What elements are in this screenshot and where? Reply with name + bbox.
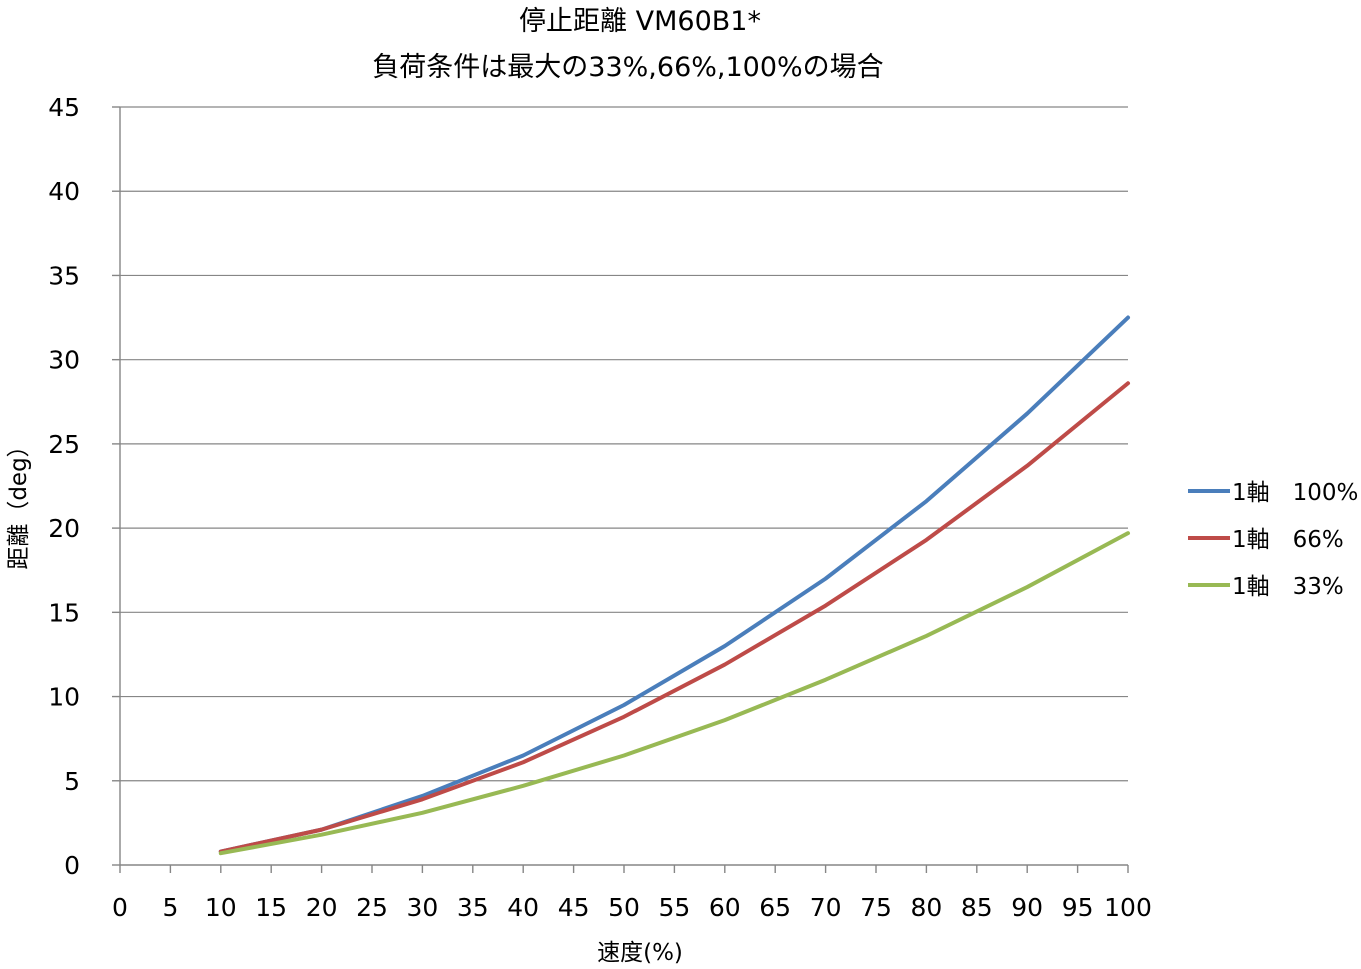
x-tick-label: 20 xyxy=(306,893,338,922)
gridlines xyxy=(120,106,1128,782)
y-tick-label: 15 xyxy=(48,598,80,627)
y-tick-label: 40 xyxy=(48,177,80,206)
series-lines xyxy=(218,315,1130,856)
legend-label-2: 1軸 33% xyxy=(1232,574,1344,600)
x-tick-label: 40 xyxy=(507,893,539,922)
chart-subtitle: 負荷条件は最大の33%,66%,100%の場合 xyxy=(372,52,883,83)
x-tick-label: 0 xyxy=(112,893,128,922)
y-tick-label: 20 xyxy=(48,514,80,543)
x-tick-label: 65 xyxy=(759,893,791,922)
y-tick-label: 25 xyxy=(48,430,80,459)
x-tick-label: 60 xyxy=(709,893,741,922)
x-axis-title: 速度(%) xyxy=(597,940,683,966)
x-tick-label: 10 xyxy=(205,893,237,922)
y-tick-labels: 0 5 10 15 20 25 30 35 40 45 xyxy=(48,93,80,880)
series-line-2 xyxy=(218,531,1130,856)
x-tick-label: 35 xyxy=(457,893,489,922)
x-tick-label: 95 xyxy=(1062,893,1094,922)
legend-label-0: 1軸 100% xyxy=(1232,480,1358,506)
x-tick-label: 80 xyxy=(910,893,942,922)
x-tick-label: 75 xyxy=(860,893,892,922)
x-tick-label: 55 xyxy=(658,893,690,922)
chart-title: 停止距離 VM60B1* xyxy=(519,6,761,37)
x-tick-label: 5 xyxy=(162,893,178,922)
y-tick-label: 0 xyxy=(64,851,80,880)
x-tick-label: 90 xyxy=(1011,893,1043,922)
x-tick-label: 25 xyxy=(356,893,388,922)
x-tick-label: 100 xyxy=(1104,893,1152,922)
y-axis-title: 距離（deg） xyxy=(6,434,32,569)
x-tick-labels: 0 5 10 15 20 25 30 35 40 45 50 55 60 65 70 75 80 85 90 95 10… xyxy=(112,893,1152,922)
x-tick-label: 45 xyxy=(558,893,590,922)
x-tick-label: 30 xyxy=(406,893,438,922)
y-tick-label: 35 xyxy=(48,261,80,290)
x-tick-label: 70 xyxy=(810,893,842,922)
y-tick-label: 10 xyxy=(48,683,80,712)
legend-label-1: 1軸 66% xyxy=(1232,527,1344,553)
x-tick-label: 50 xyxy=(608,893,640,922)
series-line-1 xyxy=(218,381,1130,854)
x-tick-label: 85 xyxy=(961,893,993,922)
x-tick-label: 15 xyxy=(255,893,287,922)
series-line-0 xyxy=(218,315,1130,854)
y-tick-label: 5 xyxy=(64,767,80,796)
axes xyxy=(112,106,1129,873)
y-tick-label: 30 xyxy=(48,346,80,375)
legend: 1軸 100% 1軸 66% 1軸 33% xyxy=(1188,480,1358,600)
y-tick-label: 45 xyxy=(48,93,80,122)
